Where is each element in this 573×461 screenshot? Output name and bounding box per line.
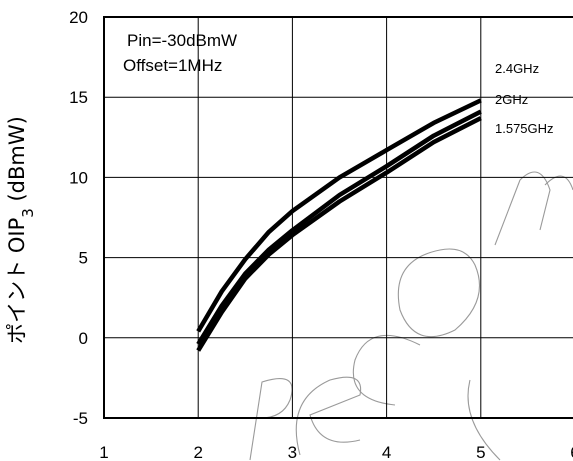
watermark-letter-m	[494, 171, 573, 246]
legend-label: 2.4GHz	[495, 61, 539, 76]
legend: 2.4GHz 2GHz 1.575GHz	[495, 61, 554, 136]
series-line-0	[196, 98, 482, 333]
legend-label: 1.575GHz	[495, 121, 554, 136]
x-tick-label: 5	[476, 443, 485, 461]
x-tick-label: 3	[288, 443, 297, 461]
y-tick-label: 15	[69, 88, 88, 107]
tick-labels: -5 0 5 10 15 20 1 2 3 4 5 6	[69, 8, 573, 461]
y-axis-label: ポイント OIP3 (dBmW)	[5, 116, 37, 344]
legend-label: 2GHz	[495, 92, 528, 107]
grid	[103, 16, 573, 419]
watermark	[249, 171, 573, 461]
x-tick-label: 1	[99, 443, 108, 461]
y-tick-label: 5	[79, 249, 88, 268]
watermark-letter-r	[249, 378, 293, 461]
series-line-1	[196, 109, 482, 346]
x-tick-label: 2	[193, 443, 202, 461]
x-tick-label: 6	[570, 443, 573, 461]
annotation-offset: Offset=1MHz	[123, 56, 222, 75]
y-axis-label-subscript: 3	[19, 208, 37, 218]
y-axis-label-suffix: (dBmW)	[5, 116, 29, 208]
watermark-letter-o	[397, 248, 480, 338]
annotations: Pin=-30dBmW Offset=1MHz	[123, 31, 237, 75]
y-tick-label: 0	[79, 329, 88, 348]
y-axis-label-prefix: ポイント OIP	[5, 218, 29, 344]
x-tick-label: 4	[382, 443, 391, 461]
watermark-letter-c	[352, 334, 421, 406]
watermark-arc	[467, 379, 501, 461]
series-line-2	[196, 116, 482, 352]
annotation-pin: Pin=-30dBmW	[127, 31, 237, 50]
series-lines	[196, 98, 482, 352]
y-tick-label: 20	[69, 8, 88, 27]
watermark-letter-e	[295, 376, 362, 456]
y-tick-label: 10	[69, 168, 88, 187]
y-tick-label: -5	[73, 409, 88, 428]
plot-frame	[103, 16, 573, 419]
